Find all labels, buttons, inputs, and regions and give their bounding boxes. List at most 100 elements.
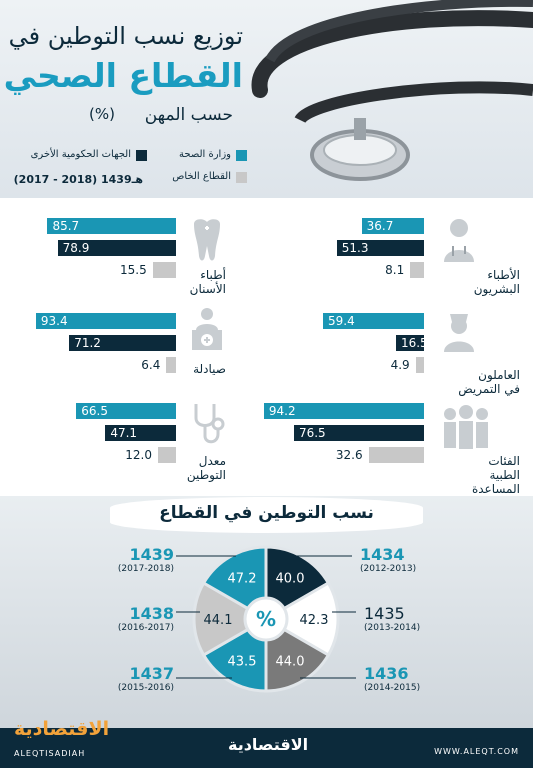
label-pharmacists: صيادلة <box>160 362 226 376</box>
pie-slice-1434 <box>264 545 331 622</box>
bar-private-4 <box>166 357 176 373</box>
year-gregorian-1438: (2016-2017) <box>117 623 174 633</box>
year-gregorian-1439: (2017-2018) <box>117 564 174 574</box>
pie-value-1437: 43.5 <box>228 655 257 670</box>
bar-gov-4 <box>69 335 176 351</box>
year-hijri-1438: 1438 <box>129 604 174 623</box>
label-aux-text: الفئات الطبية المساعدة <box>471 454 520 496</box>
label-doctors: الأطباء البشريون <box>440 268 520 296</box>
pie-value-1439: 47.2 <box>228 571 257 586</box>
bar-gov-0 <box>336 240 424 256</box>
bar-value-health-3: 85.7 <box>52 219 80 233</box>
bar-value-private-5: 12.0 <box>125 448 152 462</box>
bar-value-gov-0: 51.3 <box>341 241 369 255</box>
group-nursing: العاملون في التمريض <box>290 306 533 396</box>
pie-slice-1436 <box>264 616 331 693</box>
year-gregorian-1437: (2015-2016) <box>117 683 174 693</box>
bar-private-3 <box>152 262 176 278</box>
year-gregorian-1434: (2012-2013) <box>360 564 417 574</box>
bar-value-private-2: 32.6 <box>335 448 363 462</box>
pie-slice-1438 <box>192 580 270 658</box>
bar-gov-1 <box>395 335 424 351</box>
bar-value-health-0: 36.7 <box>366 219 394 233</box>
logo-left: الاقتصادية <box>14 718 110 740</box>
label-rate: معدل التوطين <box>160 454 226 482</box>
bar-value-private-0: 8.1 <box>385 263 405 277</box>
doctor-icon <box>440 216 478 264</box>
bar-value-private-1: 4.9 <box>390 358 410 372</box>
label-pharmacists-text: صيادلة <box>193 362 226 376</box>
bar-value-private-4: 6.4 <box>141 358 161 372</box>
medical-staff-icon <box>440 402 488 450</box>
footer-url: WWW.ALEQT.COM <box>434 747 519 756</box>
footer <box>0 728 533 768</box>
bar-value-gov-2: 76.5 <box>298 426 326 440</box>
stethoscope-icon <box>188 400 226 448</box>
pie-value-1434: 40.0 <box>276 571 305 586</box>
pie-chart: 40.0 42.3 44.0 43.5 44.1 47.2% <box>176 545 356 693</box>
year-label-1438: 1438 (2016-2017) <box>104 604 174 633</box>
subtitle: حسب المهن <box>144 105 233 125</box>
bar-value-health-5: 66.5 <box>81 404 108 418</box>
legend-gov: الجهات الحكومية الأخرى <box>30 149 131 160</box>
legend-swatch-health <box>236 150 247 161</box>
title-line1: توزيع نسب التوطين في <box>8 22 243 50</box>
year-label-1439: 1439 (2017-2018) <box>104 545 174 574</box>
nurse-icon <box>440 306 478 354</box>
bar-health-3 <box>47 218 176 234</box>
bar-gov-5 <box>105 425 176 441</box>
pharmacist-icon <box>188 306 226 354</box>
group-dentists: أطباء الأسنان <box>0 216 290 296</box>
year-hijri-1434: 1434 <box>360 545 405 564</box>
pie-slice-1437 <box>201 616 268 693</box>
group-doctors: الأطباء البشريون <box>290 216 533 296</box>
bar-private-0 <box>410 262 424 278</box>
bar-value-health-2: 94.2 <box>268 404 296 418</box>
bar-private-2 <box>368 447 424 463</box>
subtitle-unit: (%) <box>89 105 115 123</box>
pie-value-1438: 44.1 <box>204 613 233 628</box>
group-rate: معدل التوطين <box>0 398 290 488</box>
year-hijri-1436: 1436 <box>364 664 409 683</box>
label-nursing-text: العاملون في التمريض <box>458 368 520 396</box>
year-label-1437: 1437 (2015-2016) <box>104 664 174 693</box>
bar-value-gov-1: 16.5 <box>400 336 428 350</box>
bar-health-5 <box>76 403 176 419</box>
bar-value-health-1: 59.4 <box>328 314 355 328</box>
logo-center: الاقتصادية <box>228 735 309 754</box>
header: توزيع نسب التوطين في القطاع الصحي حسب ال… <box>0 0 533 198</box>
pie-center-label: % <box>256 607 276 631</box>
bar-private-5 <box>158 447 176 463</box>
logo-left-sub: ALEQTISADIAH <box>14 749 86 758</box>
bar-gov-2 <box>293 425 424 441</box>
bar-value-gov-5: 47.1 <box>110 426 138 440</box>
stethoscope-image <box>251 0 533 181</box>
pie-slice-1435 <box>262 580 340 658</box>
tooth-icon <box>188 216 226 264</box>
legend-swatch-private <box>236 172 247 183</box>
legend-private: القطاع الخاص <box>172 171 231 182</box>
title-line2: القطاع الصحي <box>3 56 243 95</box>
bar-value-gov-3: 78.9 <box>62 241 90 255</box>
bar-gov-3 <box>57 240 176 256</box>
legend-swatch-gov <box>136 150 147 161</box>
bar-health-2 <box>263 403 424 419</box>
bar-value-gov-4: 71.2 <box>74 336 101 350</box>
year-hijri-1437: 1437 <box>129 664 174 683</box>
pie-value-1435: 42.3 <box>300 613 329 628</box>
bar-private-1 <box>415 357 424 373</box>
year-hijri-1435: 1435 <box>364 604 405 623</box>
year-gregorian-1435: (2013-2014) <box>364 623 421 633</box>
pie-value-1436: 44.0 <box>276 655 305 670</box>
year-label-1436: 1436 (2014-2015) <box>364 664 434 693</box>
pie-center <box>243 596 289 642</box>
year-label-1435: 1435 (2013-2014) <box>364 604 434 633</box>
pie-title: نسب التوطين في القطاع <box>159 503 374 523</box>
pie-title-bg <box>110 497 423 533</box>
year-gregorian-1436: (2014-2015) <box>364 683 421 693</box>
label-aux: الفئات الطبية المساعدة <box>440 454 520 496</box>
bar-health-0 <box>361 218 424 234</box>
bar-health-1 <box>323 313 424 329</box>
label-dentists: أطباء الأسنان <box>160 268 226 296</box>
label-doctors-text: الأطباء البشريون <box>473 268 520 296</box>
